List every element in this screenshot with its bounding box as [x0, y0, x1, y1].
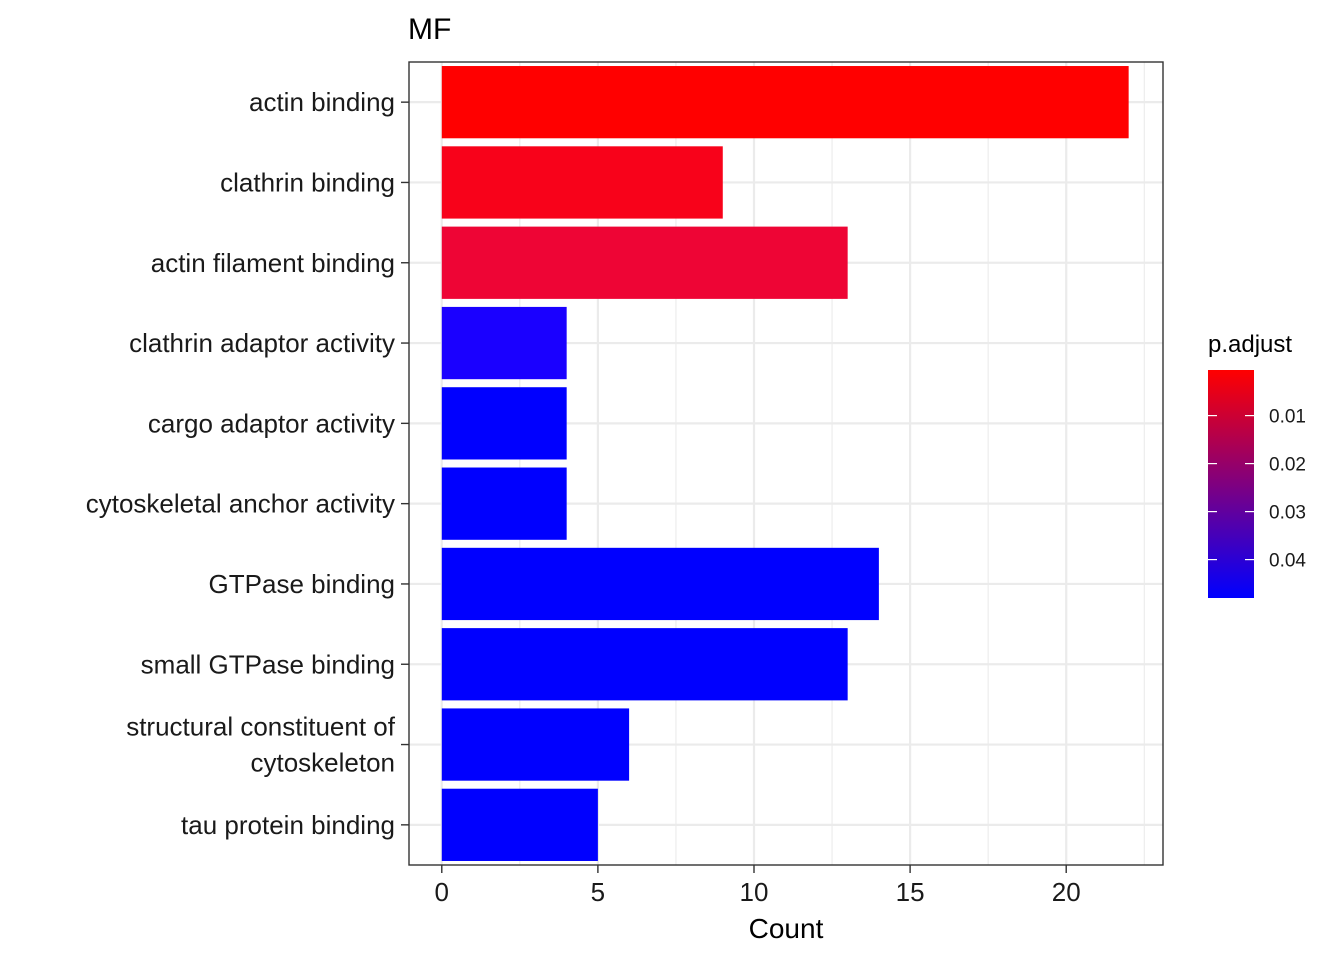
x-axis-title: Count: [749, 913, 824, 944]
legend-tick-label: 0.03: [1269, 503, 1306, 524]
y-tick-label: actin filament binding: [151, 248, 395, 278]
x-tick-label: 0: [435, 877, 449, 907]
y-tick-label: cytoskeleton: [250, 748, 395, 778]
y-tick-label: cytoskeletal anchor activity: [86, 489, 395, 519]
x-tick-label: 15: [896, 877, 925, 907]
bar: [441, 547, 879, 621]
y-tick-label: clathrin binding: [220, 167, 395, 197]
bar: [441, 387, 567, 460]
bar: [441, 306, 567, 380]
plot-border: [408, 61, 1164, 866]
x-tick-label: 5: [591, 877, 605, 907]
bar: [441, 226, 848, 299]
y-tick-label: tau protein binding: [181, 810, 395, 840]
y-tick-label: structural constituent of: [126, 712, 396, 742]
y-tick-label: GTPase binding: [209, 569, 395, 599]
bar: [441, 66, 1129, 139]
legend-colorbar: [1208, 370, 1254, 598]
legend-tick-label: 0.02: [1269, 455, 1306, 476]
x-tick-label: 20: [1052, 877, 1081, 907]
bar: [441, 788, 598, 861]
bar: [441, 708, 630, 781]
bar: [441, 146, 723, 219]
chart-title: MF: [408, 13, 451, 46]
y-tick-label: actin binding: [249, 87, 395, 117]
legend-tick-label: 0.04: [1269, 551, 1306, 572]
bar: [441, 628, 848, 701]
y-tick-label: cargo adaptor activity: [148, 408, 395, 438]
bars: [441, 66, 1129, 861]
legend-title: p.adjust: [1208, 331, 1292, 358]
legend: p.adjust 0.01 0.02 0.03 0.04: [1208, 331, 1306, 598]
y-tick-label: small GTPase binding: [141, 649, 395, 679]
bar: [441, 467, 567, 540]
legend-tick-label: 0.01: [1269, 407, 1306, 428]
x-tick-label: 10: [740, 877, 769, 907]
x-axis: 0 5 10 15 20: [435, 865, 1081, 907]
y-tick-label: clathrin adaptor activity: [129, 328, 395, 358]
y-axis: actin binding clathrin binding actin filam…: [86, 87, 409, 840]
